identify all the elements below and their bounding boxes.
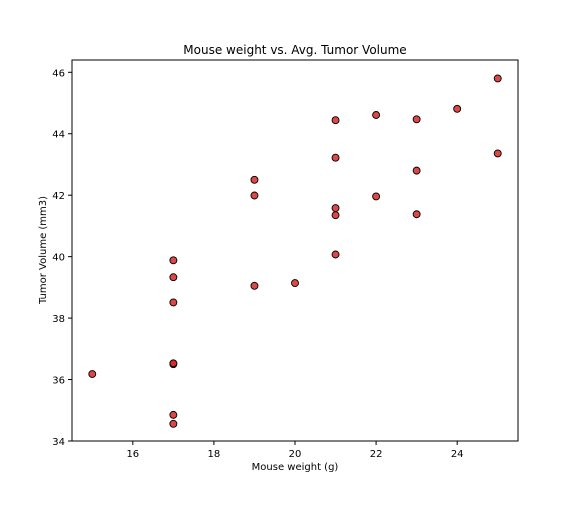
x-tick-label: 20 — [289, 449, 302, 460]
scatter-point — [250, 281, 259, 290]
data-points — [88, 74, 502, 428]
scatter-point — [412, 115, 421, 124]
scatter-point — [169, 419, 178, 428]
x-tick-label: 18 — [208, 449, 221, 460]
x-tick-label: 24 — [451, 449, 464, 460]
y-tick-label: 44 — [52, 130, 65, 141]
x-axis-label: Mouse weight (g) — [252, 462, 339, 473]
y-axis-ticks: 34 36 38 40 42 44 46 — [52, 68, 72, 448]
scatter-point — [331, 153, 340, 162]
scatter-point — [169, 298, 178, 307]
scatter-point — [372, 192, 381, 201]
scatter-point — [169, 273, 178, 282]
scatter-point — [250, 175, 259, 184]
y-tick-label: 36 — [52, 376, 65, 387]
y-tick-label: 46 — [52, 68, 65, 79]
scatter-point — [169, 359, 178, 368]
scatter-point — [412, 210, 421, 219]
scatter-point — [453, 104, 462, 113]
scatter-point — [412, 166, 421, 175]
scatter-point — [372, 111, 381, 119]
scatter-point — [291, 279, 299, 288]
scatter-point — [493, 74, 502, 83]
scatter-point — [493, 149, 502, 158]
y-tick-label: 38 — [52, 314, 65, 325]
chart-title: Mouse weight vs. Avg. Tumor Volume — [183, 43, 406, 57]
y-tick-label: 42 — [52, 191, 65, 202]
x-tick-label: 22 — [370, 449, 383, 460]
scatter-point — [331, 211, 340, 220]
scatter-point — [331, 250, 340, 259]
plot-area-frame — [71, 59, 519, 442]
y-tick-label: 34 — [52, 437, 65, 448]
scatter-point — [250, 191, 259, 200]
x-axis-ticks: 16 18 20 22 24 — [126, 441, 464, 460]
scatter-point — [169, 256, 178, 265]
scatter-point — [331, 116, 340, 125]
scatter-point — [88, 370, 97, 378]
y-tick-label: 40 — [52, 253, 65, 264]
scatter-point — [169, 410, 178, 419]
x-tick-label: 16 — [126, 449, 139, 460]
y-axis-label: Tumor Volume (mm3) — [38, 196, 49, 305]
scatter-point — [331, 204, 340, 213]
